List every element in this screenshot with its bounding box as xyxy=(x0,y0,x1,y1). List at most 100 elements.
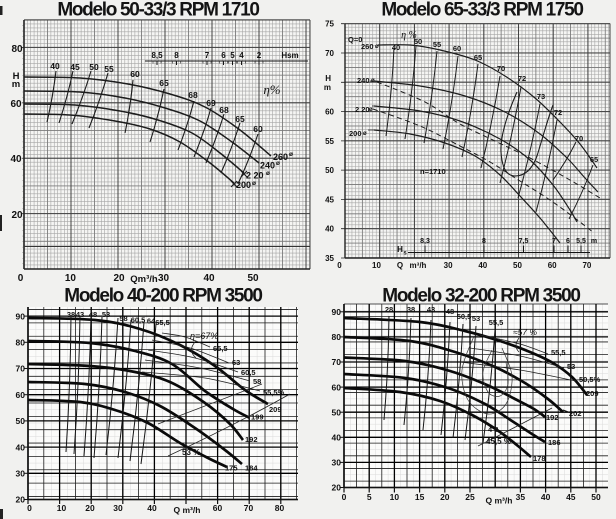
svg-text:68: 68 xyxy=(219,105,229,115)
svg-text:60,5: 60,5 xyxy=(131,316,146,325)
svg-text:70: 70 xyxy=(332,357,342,367)
svg-text:50: 50 xyxy=(513,261,522,270)
svg-text:48: 48 xyxy=(89,310,97,319)
svg-text:40: 40 xyxy=(147,503,157,513)
svg-text:200: 200 xyxy=(236,180,251,190)
svg-text:45,5 %: 45,5 % xyxy=(486,437,511,446)
svg-text:60: 60 xyxy=(130,69,140,79)
svg-text:58: 58 xyxy=(119,314,127,323)
svg-text:53: 53 xyxy=(472,314,480,323)
svg-text:40: 40 xyxy=(541,492,551,502)
svg-text:72: 72 xyxy=(518,74,526,83)
svg-text:53: 53 xyxy=(102,310,110,319)
svg-text:175: 175 xyxy=(225,464,238,473)
svg-text:199: 199 xyxy=(251,413,264,422)
svg-text:Q m³/h: Q m³/h xyxy=(174,505,201,515)
svg-text:43: 43 xyxy=(76,310,84,319)
svg-text:30: 30 xyxy=(444,261,453,270)
svg-text:50: 50 xyxy=(591,492,601,502)
svg-text:65: 65 xyxy=(474,53,482,62)
svg-text:6: 6 xyxy=(566,238,570,245)
svg-text:20: 20 xyxy=(113,273,125,284)
svg-text:0: 0 xyxy=(18,273,24,284)
svg-text:30: 30 xyxy=(113,503,123,513)
svg-text:5: 5 xyxy=(230,51,235,60)
svg-text:40: 40 xyxy=(332,433,342,443)
svg-text:28: 28 xyxy=(385,305,393,314)
svg-text:72: 72 xyxy=(554,108,562,117)
svg-text:2 20: 2 20 xyxy=(355,105,370,114)
svg-text:0: 0 xyxy=(342,492,347,502)
svg-text:8: 8 xyxy=(174,51,179,60)
svg-text:90: 90 xyxy=(332,307,342,317)
svg-text:60: 60 xyxy=(548,261,557,270)
svg-text:55: 55 xyxy=(433,40,441,49)
svg-text:70: 70 xyxy=(575,134,583,143)
svg-text:35: 35 xyxy=(516,492,526,502)
svg-text:20: 20 xyxy=(332,483,342,493)
svg-text:Modelo 65-33/3 RPM 1750: Modelo 65-33/3 RPM 1750 xyxy=(381,0,583,21)
svg-text:Modelo 50-33/3 RPM 1710: Modelo 50-33/3 RPM 1710 xyxy=(57,0,259,21)
svg-text:ø: ø xyxy=(369,107,373,113)
svg-text:60: 60 xyxy=(453,44,461,53)
svg-text:Qm³/h: Qm³/h xyxy=(130,274,158,285)
svg-text:50: 50 xyxy=(414,37,422,46)
svg-text:10: 10 xyxy=(57,503,67,513)
svg-text:260: 260 xyxy=(273,152,288,162)
svg-text:40: 40 xyxy=(10,154,22,165)
svg-text:25: 25 xyxy=(465,492,475,502)
svg-text:40: 40 xyxy=(203,273,215,284)
svg-text:Modelo 40-200 RPM 3500: Modelo 40-200 RPM 3500 xyxy=(64,286,262,307)
svg-text:7,5: 7,5 xyxy=(519,238,529,245)
svg-text:50: 50 xyxy=(16,416,26,426)
svg-text:200: 200 xyxy=(349,129,362,138)
svg-text:70: 70 xyxy=(582,261,591,270)
svg-text:65: 65 xyxy=(235,114,245,124)
svg-text:20: 20 xyxy=(440,492,450,502)
svg-text:Modelo 32-200 RPM 3500: Modelo 32-200 RPM 3500 xyxy=(382,286,580,307)
svg-text:Q: Q xyxy=(397,261,403,270)
svg-text:Hsm: Hsm xyxy=(281,51,298,60)
svg-text:70: 70 xyxy=(16,364,26,374)
svg-text:202: 202 xyxy=(569,409,582,418)
svg-text:186: 186 xyxy=(548,438,561,447)
svg-text:n=1710: n=1710 xyxy=(420,167,446,176)
svg-text:43: 43 xyxy=(427,305,435,314)
svg-text:60: 60 xyxy=(325,108,334,117)
svg-text:240: 240 xyxy=(357,76,370,85)
svg-text:65: 65 xyxy=(159,78,169,88)
svg-text:69: 69 xyxy=(206,98,216,108)
svg-text:80: 80 xyxy=(275,503,285,513)
svg-text:7: 7 xyxy=(552,238,556,245)
svg-text:2: 2 xyxy=(257,51,262,60)
svg-text:50: 50 xyxy=(89,62,99,72)
svg-text:m: m xyxy=(591,238,597,245)
svg-text:ø: ø xyxy=(276,160,280,167)
svg-text:80: 80 xyxy=(16,338,26,348)
svg-text:48: 48 xyxy=(446,307,454,316)
svg-text:5,5: 5,5 xyxy=(576,238,586,245)
svg-text:ø: ø xyxy=(375,44,379,50)
svg-text:64: 64 xyxy=(147,317,156,326)
svg-text:65,5: 65,5 xyxy=(155,318,170,327)
svg-text:65,5: 65,5 xyxy=(213,344,228,353)
svg-text:40: 40 xyxy=(325,225,334,234)
svg-text:5: 5 xyxy=(367,492,372,502)
svg-text:53: 53 xyxy=(567,362,575,371)
svg-text:65: 65 xyxy=(590,155,598,164)
svg-text:ø: ø xyxy=(363,131,367,137)
svg-text:40: 40 xyxy=(392,43,400,52)
svg-text:60,5: 60,5 xyxy=(241,368,256,377)
svg-text:240: 240 xyxy=(260,161,275,171)
svg-text:45: 45 xyxy=(70,62,80,72)
svg-text:ø: ø xyxy=(252,180,256,187)
svg-text:Q=0: Q=0 xyxy=(348,35,362,44)
svg-text:50: 50 xyxy=(332,407,342,417)
svg-text:260: 260 xyxy=(361,42,374,51)
svg-text:184: 184 xyxy=(245,464,258,473)
svg-text:7: 7 xyxy=(205,51,210,60)
svg-text:70: 70 xyxy=(244,503,254,513)
svg-text:0: 0 xyxy=(27,503,32,513)
svg-text:H: H xyxy=(397,245,403,254)
svg-text:209: 209 xyxy=(586,389,599,398)
